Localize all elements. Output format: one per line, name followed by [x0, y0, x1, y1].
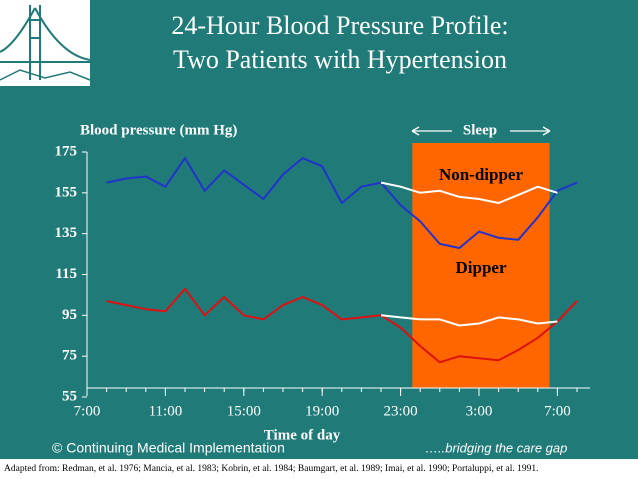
- annotation: Non-dipper: [439, 165, 524, 184]
- source-band: [0, 459, 638, 479]
- logo: [0, 5, 91, 81]
- y-tick-label: 75: [62, 348, 77, 364]
- series-line: [380, 314, 558, 327]
- title-line: Two Patients with Hypertension: [173, 45, 507, 74]
- x-axis-label: Time of day: [264, 427, 341, 443]
- sleep-label: Sleep: [463, 122, 497, 138]
- series-line: [106, 157, 578, 249]
- sleep-arrow: [411, 126, 551, 136]
- x-tick-label: 7:00: [74, 403, 101, 419]
- x-tick-label: 3:00: [466, 403, 493, 419]
- y-tick-label: 135: [55, 225, 78, 241]
- footer-right: …..bridging the care gap: [425, 440, 567, 455]
- x-tick-label: 15:00: [227, 403, 261, 419]
- y-tick-label: 115: [55, 266, 77, 282]
- x-tick-label: 19:00: [305, 403, 339, 419]
- annotation: Dipper: [456, 258, 507, 277]
- source: Adapted from: Redman, et al. 1976; Manci…: [4, 463, 539, 474]
- y-tick-label: 175: [55, 143, 78, 159]
- y-tick-label: 55: [62, 388, 77, 404]
- x-tick-label: 11:00: [149, 403, 183, 419]
- y-tick-label: 155: [55, 184, 78, 200]
- plot: Sleep 55 75 95 115 135 155 175 7:00 11:00 15:00 19:…: [55, 122, 590, 419]
- sleep-region: [412, 143, 550, 388]
- series-line: [106, 287, 578, 364]
- y-tick-label: 95: [62, 307, 77, 323]
- title-line: 24-Hour Blood Pressure Profile:: [171, 11, 508, 40]
- y-axis-label: Blood pressure (mm Hg): [80, 122, 237, 138]
- x-tick-label: 23:00: [384, 403, 418, 419]
- x-tick-label: 7:00: [544, 403, 571, 419]
- footer-left: © Continuing Medical Implementation: [52, 440, 285, 456]
- series-line: [380, 181, 558, 204]
